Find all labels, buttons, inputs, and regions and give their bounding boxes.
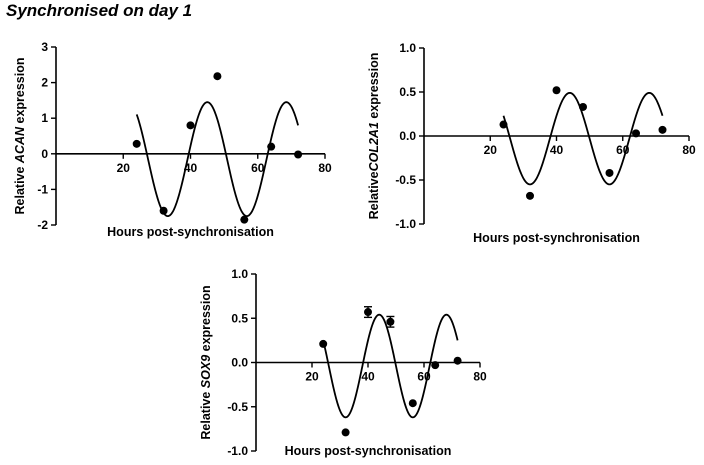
y-axis-title-part: ACAN bbox=[13, 126, 27, 164]
y-tick-label: 0.5 bbox=[231, 311, 248, 325]
data-point bbox=[267, 142, 276, 151]
x-axis-title: Hours post-synchronisation bbox=[473, 231, 640, 245]
data-point bbox=[526, 191, 534, 200]
x-tick-label: 80 bbox=[682, 143, 696, 157]
y-axis-title-part: Relative bbox=[199, 388, 213, 439]
y-tick-label: -1.0 bbox=[227, 444, 248, 458]
x-axis-title: Hours post-synchronisation bbox=[107, 225, 274, 239]
y-axis-title-part: Relative bbox=[13, 163, 27, 214]
x-tick-label: 40 bbox=[550, 143, 564, 157]
data-point bbox=[658, 125, 667, 134]
data-point bbox=[213, 72, 222, 81]
x-tick-label: 60 bbox=[251, 161, 265, 175]
data-point bbox=[552, 86, 561, 95]
x-tick-label: 20 bbox=[305, 370, 319, 384]
y-tick-label: -1.0 bbox=[395, 217, 416, 231]
fit-curve bbox=[135, 101, 299, 217]
data-point bbox=[605, 168, 614, 177]
y-axis-title: RelativeCOL2A1 expression bbox=[367, 53, 381, 220]
x-tick-label: 20 bbox=[484, 143, 498, 157]
data-point bbox=[386, 317, 395, 326]
y-tick-label: -1 bbox=[37, 182, 48, 196]
y-tick-label: 3 bbox=[41, 40, 48, 54]
y-tick-label: 2 bbox=[41, 76, 48, 90]
x-tick-label: 80 bbox=[473, 370, 487, 384]
fit-curve bbox=[502, 91, 664, 186]
y-tick-label: -0.5 bbox=[395, 173, 416, 187]
data-point bbox=[294, 150, 303, 159]
y-tick-label: 0.5 bbox=[399, 85, 416, 99]
y-axis-title: Relative SOX9 expression bbox=[199, 285, 213, 439]
data-point bbox=[240, 215, 249, 224]
y-axis-title: Relative ACAN expression bbox=[13, 57, 27, 214]
x-tick-label: 20 bbox=[117, 161, 131, 175]
y-axis-title-part: Relative bbox=[367, 171, 381, 219]
data-point bbox=[632, 129, 640, 138]
data-point bbox=[341, 428, 350, 437]
data-point bbox=[319, 339, 328, 348]
y-axis-title-part: expression bbox=[367, 53, 381, 122]
data-point bbox=[408, 399, 417, 408]
y-tick-label: 0 bbox=[41, 147, 48, 161]
x-tick-label: 40 bbox=[361, 370, 375, 384]
y-tick-label: 1 bbox=[41, 111, 48, 125]
y-axis-title-part: COL2A1 bbox=[367, 122, 381, 171]
figure-title: Synchronised on day 1 bbox=[6, 1, 193, 20]
data-point bbox=[453, 356, 462, 365]
data-point bbox=[186, 121, 195, 130]
data-point bbox=[132, 139, 141, 148]
y-axis-title-part: expression bbox=[199, 285, 213, 354]
data-point bbox=[159, 206, 168, 215]
y-tick-label: 0.0 bbox=[231, 356, 248, 370]
data-point bbox=[579, 102, 587, 111]
y-axis-title-part: SOX9 bbox=[199, 355, 213, 388]
x-tick-label: 80 bbox=[318, 161, 332, 175]
y-axis-title-part: expression bbox=[13, 57, 27, 126]
y-tick-label: 1.0 bbox=[399, 41, 416, 55]
y-tick-label: 0.0 bbox=[399, 129, 416, 143]
data-point bbox=[364, 308, 372, 317]
y-tick-label: -0.5 bbox=[227, 400, 248, 414]
y-tick-label: -2 bbox=[37, 218, 48, 232]
data-point bbox=[431, 361, 440, 370]
y-tick-label: 1.0 bbox=[231, 267, 248, 281]
fit-curve bbox=[322, 313, 459, 419]
x-axis-title: Hours post-synchronisation bbox=[285, 444, 452, 458]
data-point bbox=[499, 120, 508, 129]
